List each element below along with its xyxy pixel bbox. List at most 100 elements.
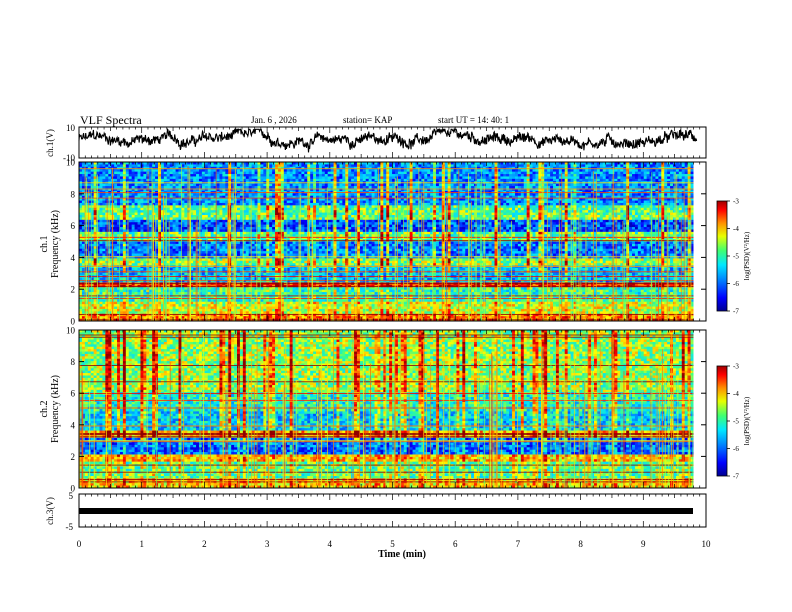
- spec-cell: [166, 183, 171, 187]
- spec-cell: [365, 202, 370, 206]
- spec-cell: [395, 200, 399, 204]
- spec-cell: [181, 210, 185, 213]
- spec-cell: [301, 200, 305, 204]
- spec-cell: [553, 176, 557, 180]
- spec-cell: [450, 202, 454, 206]
- spec-cell: [652, 205, 656, 209]
- spec-cell: [667, 212, 671, 216]
- spec-cell: [421, 217, 425, 221]
- spec-cell: [187, 202, 191, 206]
- spec-cell: [324, 205, 329, 209]
- spec-cell: [321, 186, 326, 189]
- spec-cell: [122, 162, 127, 165]
- spec-cell: [201, 200, 206, 204]
- spec-cell: [219, 183, 223, 187]
- spec-cell: [313, 217, 317, 221]
- spec-cell: [491, 166, 495, 170]
- spec-cell: [304, 212, 308, 216]
- spec-cell: [301, 212, 305, 216]
- spec-cell: [348, 176, 352, 180]
- spec-cell: [108, 164, 112, 168]
- spec-cell: [406, 195, 411, 199]
- spec-cell: [564, 171, 569, 175]
- spec-cell: [687, 198, 691, 201]
- spec-cell: [497, 210, 501, 213]
- spec-cell: [245, 198, 250, 201]
- spec-cell: [555, 162, 560, 165]
- spec-cell: [582, 198, 586, 201]
- spec-cell: [342, 169, 346, 173]
- spec-cell: [570, 178, 574, 182]
- spec-cell: [149, 200, 153, 204]
- spec-cell: [652, 202, 656, 206]
- spec-cell: [289, 164, 293, 168]
- spec-cell: [257, 183, 261, 187]
- spec-cell: [681, 176, 686, 180]
- spec-cell: [295, 205, 299, 209]
- spec-cell: [430, 162, 434, 165]
- spec-cell: [79, 200, 83, 204]
- spec-cell: [643, 202, 648, 206]
- spec-cell: [433, 186, 437, 189]
- spec-cell: [409, 210, 413, 213]
- spec-cell: [146, 169, 150, 173]
- spec-cell: [564, 176, 569, 180]
- spec-cell: [500, 171, 504, 175]
- spec-cell: [333, 171, 337, 175]
- spec-cell: [544, 202, 548, 206]
- spec-cell: [664, 169, 668, 173]
- spec-cell: [140, 166, 144, 170]
- spec-cell: [447, 171, 452, 175]
- spec-cell: [345, 171, 349, 175]
- spec-cell: [591, 186, 595, 189]
- spec-cell: [558, 193, 563, 197]
- spec-cell: [158, 188, 162, 192]
- spec-cell: [629, 195, 633, 199]
- spec-cell: [547, 215, 551, 218]
- spec-cell: [637, 202, 642, 206]
- spec-cell: [149, 205, 153, 209]
- spec-cell: [526, 174, 531, 177]
- spec-cell: [207, 169, 212, 173]
- spec-cell: [143, 198, 147, 201]
- spec-cell: [371, 176, 375, 180]
- spec-cell: [471, 198, 475, 201]
- spec-cell: [321, 171, 326, 175]
- spec-cell: [397, 186, 402, 189]
- spec-cell: [526, 212, 531, 216]
- spec-cell: [596, 207, 601, 211]
- spec-cell: [371, 212, 375, 216]
- spec-cell: [520, 178, 525, 182]
- spec-cell: [242, 200, 247, 204]
- spec-cell: [122, 188, 127, 192]
- spec-cell: [117, 176, 121, 180]
- spec-cell: [81, 186, 86, 189]
- spec-cell: [204, 205, 209, 209]
- spec-cell: [201, 215, 206, 218]
- spec-cell: [242, 198, 247, 201]
- spec-cell: [295, 183, 299, 187]
- spec-cell: [661, 171, 665, 175]
- spec-cell: [383, 200, 387, 204]
- spec-cell: [561, 186, 566, 189]
- spec-cell: [570, 162, 574, 165]
- spec-cell: [96, 174, 100, 177]
- spec-cell: [582, 166, 586, 170]
- spec-cell: [652, 174, 656, 177]
- spec-cell: [257, 200, 261, 204]
- spec-cell: [500, 164, 504, 168]
- spec-cell: [608, 207, 612, 211]
- spec-cell: [102, 212, 106, 216]
- spec-cell: [664, 195, 668, 199]
- spec-cell: [421, 215, 425, 218]
- spec-cell: [354, 186, 358, 189]
- spec-cell: [365, 205, 370, 209]
- spec-cell: [196, 169, 200, 173]
- spec-cell: [257, 164, 261, 168]
- spec-cell: [216, 217, 220, 221]
- spec-cell: [395, 210, 399, 213]
- spec-cell: [140, 178, 144, 182]
- spec-cell: [681, 183, 686, 187]
- spec-cell: [377, 198, 381, 201]
- spec-cell: [178, 202, 182, 206]
